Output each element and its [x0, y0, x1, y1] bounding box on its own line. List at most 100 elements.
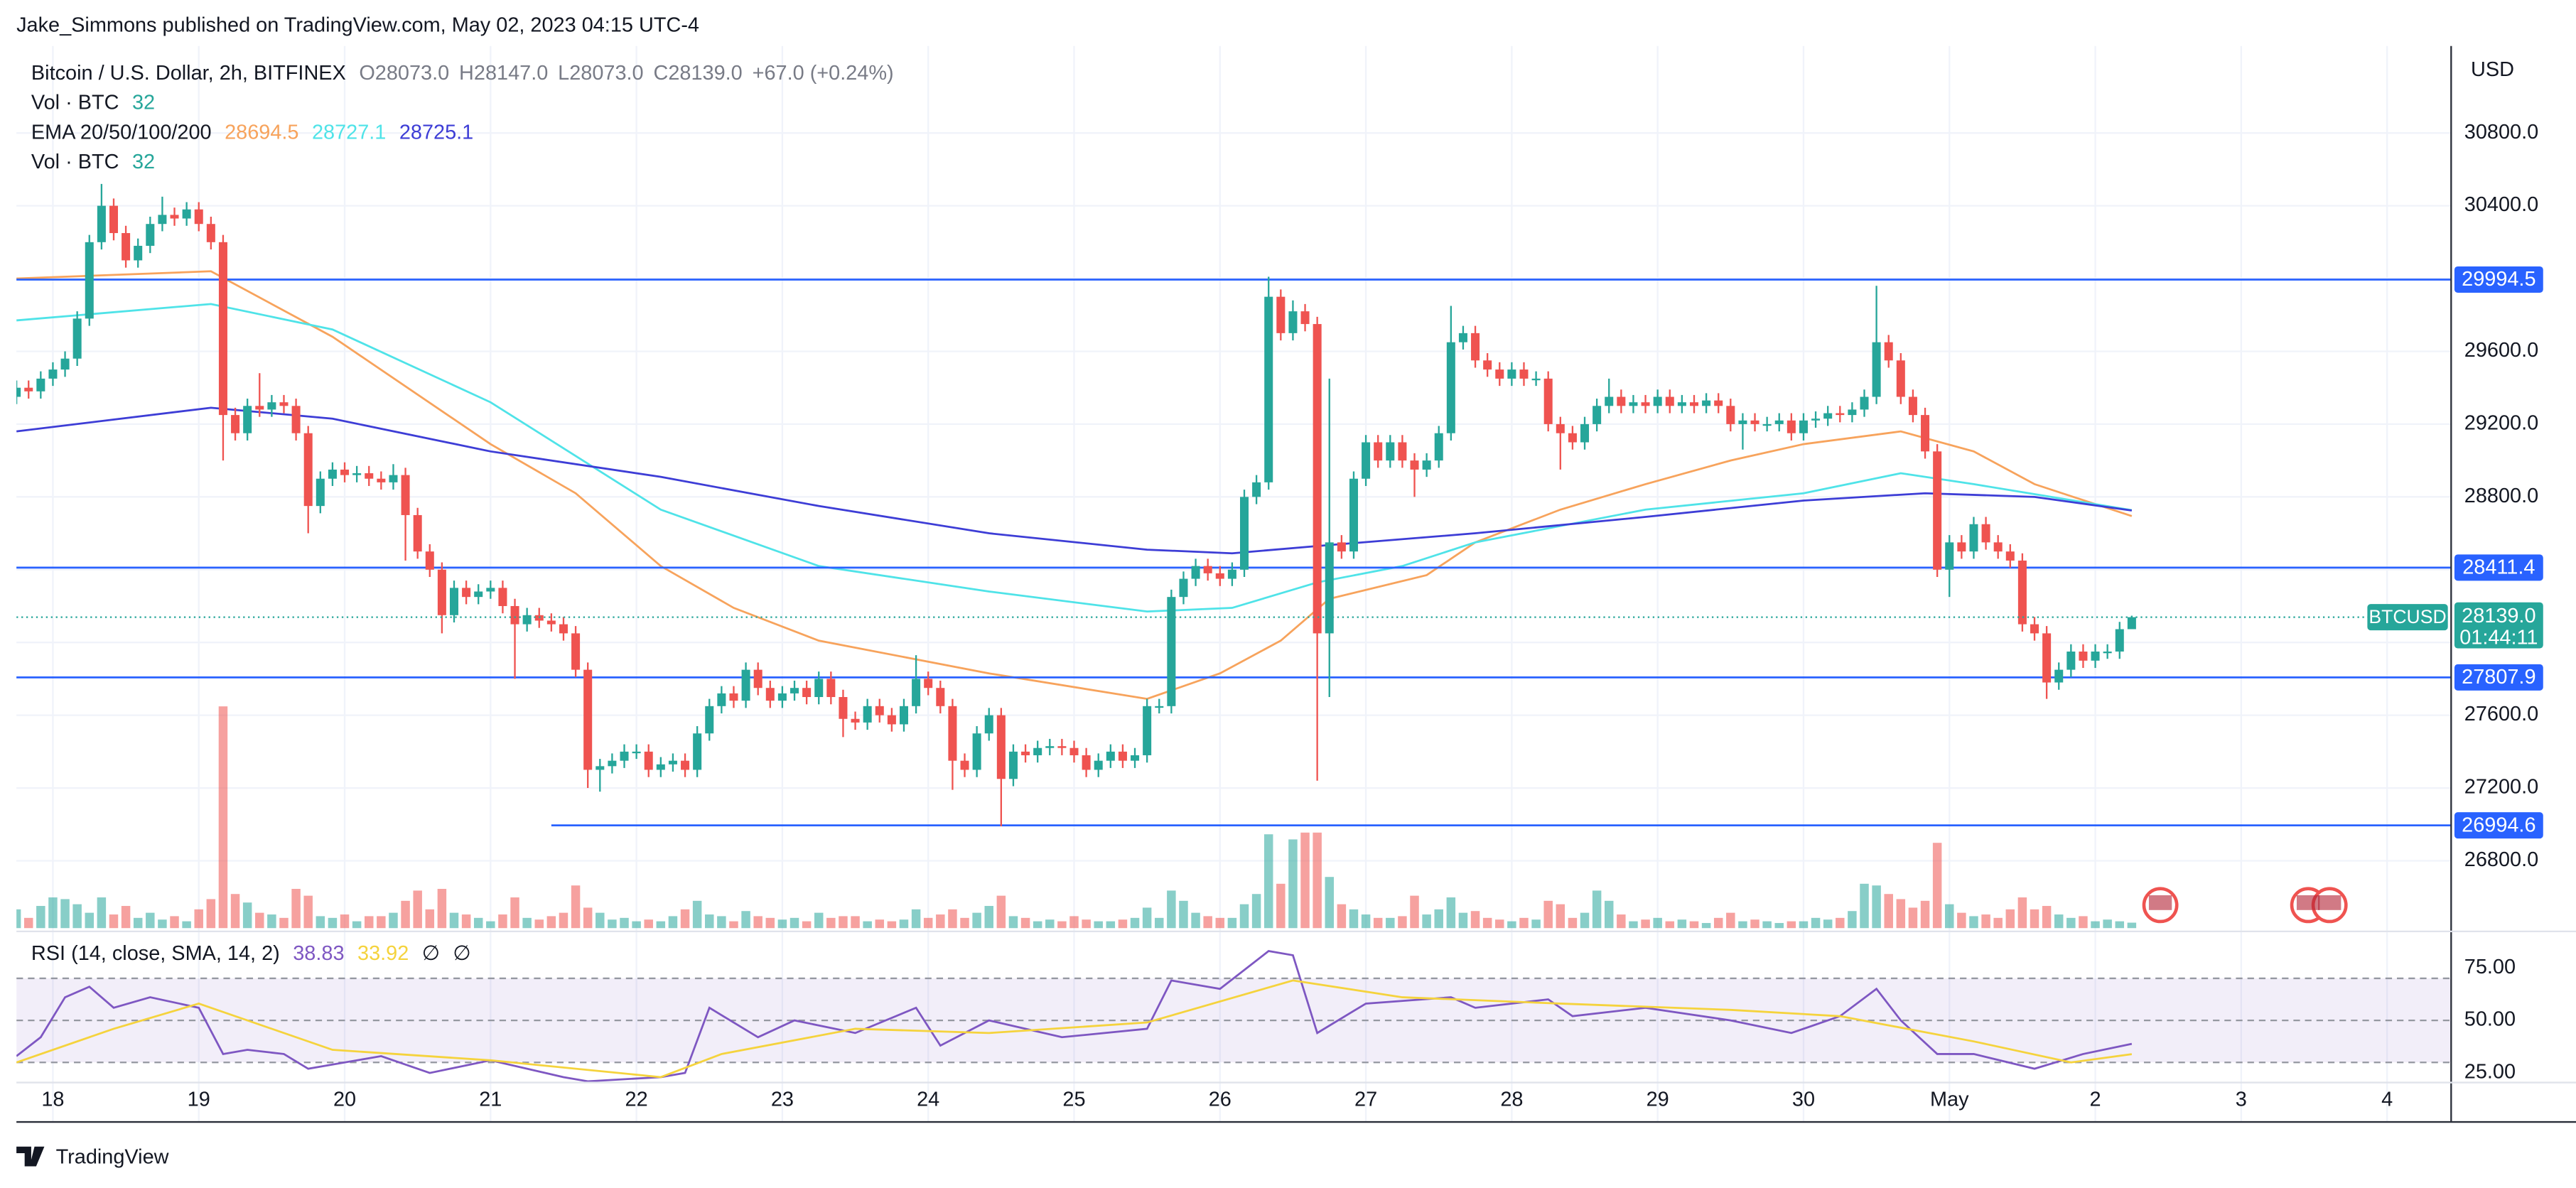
- volume-bar: [863, 921, 872, 929]
- volume-bar: [1045, 919, 1055, 929]
- candle-body: [1933, 451, 1942, 570]
- volume-bar: [741, 911, 750, 929]
- volume-bar: [1872, 885, 1881, 929]
- candle-body: [1799, 420, 1808, 433]
- volume-bar: [1373, 917, 1383, 929]
- rsi-value: 38.83: [293, 942, 344, 965]
- ema-label: EMA 20/50/100/200: [31, 121, 212, 144]
- volume-bar: [2091, 921, 2100, 929]
- volume-bar: [1556, 904, 1565, 929]
- change: +67.0 (+0.24%): [753, 62, 894, 85]
- volume-bar: [1677, 919, 1687, 929]
- volume-bar: [170, 916, 179, 929]
- volume-bar: [449, 912, 459, 929]
- volume-bar: [680, 909, 690, 929]
- volume-bar: [1155, 917, 1164, 929]
- candle-body: [1386, 442, 1395, 461]
- candle-body: [1021, 751, 1030, 755]
- x-tick-label: 3: [2236, 1089, 2247, 1111]
- volume-bar: [1945, 904, 1954, 929]
- volume-bar: [960, 917, 969, 929]
- candle-body: [1276, 296, 1286, 333]
- last-price-tag: [2454, 602, 2543, 649]
- volume-bar: [1762, 921, 1772, 929]
- candle-body: [1811, 418, 1821, 421]
- volume-bar: [875, 919, 885, 929]
- volume-bar: [1142, 907, 1152, 929]
- volume-bar: [765, 917, 775, 929]
- volume-bar: [1386, 917, 1395, 929]
- candle-body: [365, 473, 374, 479]
- y-tick-label: 26800.0: [2464, 848, 2538, 871]
- plot: [16, 183, 2452, 1083]
- volume-bar: [413, 890, 422, 929]
- candle-body: [2017, 560, 2027, 625]
- candle-body: [948, 706, 957, 761]
- volume-bar: [1860, 883, 1869, 929]
- candle-body: [218, 242, 227, 416]
- x-tick-label: 25: [1062, 1089, 1085, 1111]
- volume-bar: [1446, 897, 1456, 929]
- volume-bar: [425, 909, 435, 929]
- volume-bar: [2066, 917, 2076, 929]
- volume-bar: [182, 921, 191, 929]
- ohlc: O28073.0 H28147.0 L28073.0 C28139.0: [359, 62, 742, 85]
- brand: TradingView: [16, 1146, 169, 1169]
- candle-body: [170, 215, 179, 219]
- volume-bar: [1227, 917, 1237, 929]
- volume-bar: [1726, 912, 1735, 929]
- volume-bar: [1118, 919, 1128, 929]
- candle-body: [863, 706, 872, 723]
- volume-bar: [644, 919, 653, 929]
- volume-bar: [72, 904, 82, 929]
- volume-bar: [194, 909, 203, 929]
- volume-bar: [473, 917, 483, 929]
- volume-bar: [1251, 894, 1261, 929]
- volume-bar: [1617, 914, 1626, 929]
- volume-bar: [777, 919, 787, 929]
- candle-body: [243, 406, 252, 433]
- volume-bar: [717, 916, 726, 929]
- volume-bar: [16, 909, 21, 929]
- volume-bar: [1106, 921, 1116, 929]
- candle-body: [1143, 706, 1152, 755]
- rsi-value: 33.92: [357, 942, 409, 965]
- volume-bar: [2127, 922, 2137, 929]
- candle-body: [1082, 755, 1091, 770]
- volume-bar: [936, 914, 945, 929]
- x-tick-label: 24: [917, 1089, 939, 1111]
- volume-bar: [2030, 909, 2039, 929]
- candle-body: [1239, 497, 1249, 570]
- candle-body: [1471, 333, 1480, 361]
- y-tick-label: 30400.0: [2464, 193, 2538, 216]
- candle-body: [1300, 311, 1310, 325]
- candle-body: [1131, 755, 1140, 761]
- candle-body: [583, 669, 593, 770]
- volume-bar: [2079, 916, 2088, 929]
- volume-bar: [1337, 904, 1347, 929]
- volume-bar: [1811, 917, 1821, 929]
- level-label: 29994.5: [2462, 268, 2535, 291]
- volume-bar: [1057, 921, 1067, 929]
- candle-body: [924, 679, 933, 688]
- level-label: 27807.9: [2462, 666, 2535, 688]
- volume-bar: [1592, 890, 1602, 929]
- candle-body: [267, 402, 276, 410]
- candle-body: [1337, 542, 1346, 552]
- rsi-band: [16, 978, 2452, 1063]
- volume-bar: [303, 895, 313, 929]
- x-tick-label: 19: [188, 1089, 210, 1111]
- candle-body: [899, 706, 908, 725]
- volume-bar: [1179, 900, 1188, 929]
- flag-icon: [2296, 895, 2320, 910]
- candle-body: [510, 605, 519, 625]
- volume-bar: [1470, 911, 1480, 929]
- volume-bar: [1957, 912, 1966, 929]
- candle-body: [1422, 460, 1431, 470]
- brand-name: TradingView: [56, 1146, 169, 1169]
- volume-bar: [802, 921, 812, 929]
- level-tag: [2454, 554, 2543, 581]
- volume-bar: [1082, 919, 1091, 929]
- level-label: 28411.4: [2462, 556, 2535, 579]
- candle-body: [2030, 624, 2039, 634]
